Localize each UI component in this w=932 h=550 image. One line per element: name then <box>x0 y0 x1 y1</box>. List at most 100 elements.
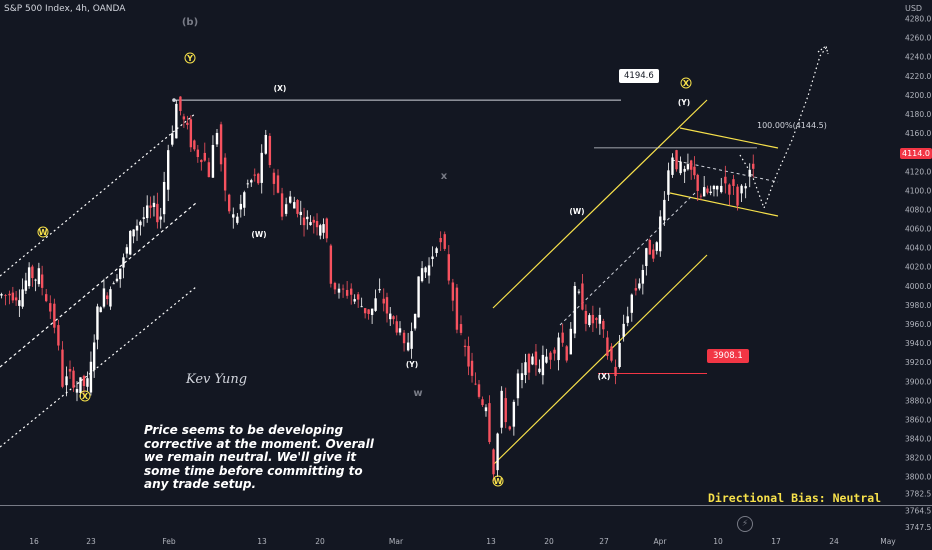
candle-body <box>0 294 3 296</box>
x-tick-label: 27 <box>599 537 609 546</box>
candle-body <box>75 389 79 393</box>
candle-body <box>253 174 256 176</box>
candle-body <box>89 361 93 393</box>
candle-body <box>11 292 15 301</box>
y-tick-label: 3860.0 <box>905 415 931 424</box>
candle-body <box>545 356 548 363</box>
candle-body <box>606 337 609 356</box>
wave-circle <box>37 226 49 238</box>
candle-body <box>257 173 260 184</box>
candle-body <box>53 303 56 328</box>
candle-body <box>228 194 231 212</box>
candle-body <box>250 180 253 183</box>
candle-body <box>99 307 102 313</box>
candle-body <box>319 225 322 236</box>
wave-circle <box>492 475 504 487</box>
channel-line <box>492 99 708 309</box>
candle-body <box>102 288 106 307</box>
channel-line <box>492 254 708 466</box>
candle-body <box>598 314 602 324</box>
currency-label: USD <box>905 4 923 13</box>
candle-body <box>659 216 662 252</box>
candle-body <box>484 407 488 412</box>
candle-body <box>641 269 645 284</box>
y-tick-label: 3940.0 <box>905 339 931 348</box>
wave-label: (X) <box>274 84 287 93</box>
x-tick-label: 10 <box>713 537 723 546</box>
candle-body <box>18 300 21 306</box>
lightning-icon[interactable]: ⚡ <box>737 516 753 532</box>
y-tick-label: 4020.0 <box>905 263 931 272</box>
wave-label: W <box>39 228 48 237</box>
candle-body <box>333 282 337 290</box>
candle-body <box>671 157 674 175</box>
candle-body <box>424 267 427 273</box>
candle-body <box>309 222 312 226</box>
candle-body <box>325 218 328 239</box>
candle-body <box>645 248 648 266</box>
candle-body <box>186 122 189 125</box>
candle-body <box>236 216 239 223</box>
candle-body <box>630 294 633 313</box>
candle-body <box>189 119 193 148</box>
candle-body <box>634 288 638 291</box>
candle-body <box>447 254 450 281</box>
candle-body <box>378 289 381 291</box>
low-callout: 3908.1 <box>707 349 749 363</box>
candle-body <box>243 192 246 208</box>
candle-body <box>276 175 280 193</box>
candle-body <box>341 288 345 290</box>
y-tick-label: 3920.0 <box>905 358 931 367</box>
candle-body <box>431 256 434 260</box>
candle-body <box>712 185 716 190</box>
candle-body <box>21 289 24 307</box>
candle-body <box>79 377 82 394</box>
candle-body <box>203 152 206 161</box>
candle-body <box>534 351 538 366</box>
candle-body <box>302 217 306 226</box>
wave-label: X <box>683 79 690 88</box>
candle-body <box>385 297 389 314</box>
y-tick-label: 4060.0 <box>905 225 931 234</box>
candle-body <box>167 150 170 190</box>
candle-body <box>504 398 507 423</box>
candle-body <box>512 401 516 427</box>
candle-body <box>500 390 503 428</box>
y-tick-label: 3960.0 <box>905 320 931 329</box>
candle-body <box>508 426 511 430</box>
y-tick-label: 3782.5 <box>905 489 931 498</box>
candle-body <box>142 217 145 219</box>
candle-body <box>474 383 477 385</box>
candle-body <box>595 318 598 320</box>
candle-body <box>196 149 200 158</box>
candle-body <box>395 321 398 333</box>
high-level-dot <box>172 98 176 102</box>
candle-body <box>280 193 284 217</box>
candle-body <box>268 135 272 165</box>
candle-body <box>389 313 392 320</box>
candle-body <box>683 168 686 172</box>
candle-body <box>467 345 470 367</box>
candle-body <box>4 295 7 296</box>
candle-body <box>496 433 499 471</box>
candle-body <box>492 449 495 475</box>
candle-body <box>34 279 37 281</box>
author-signature: Kev Yung <box>186 372 248 387</box>
candle-body <box>345 289 349 296</box>
x-tick-label: 20 <box>315 537 325 546</box>
candle-body <box>439 238 442 243</box>
candle-body <box>115 278 119 282</box>
candle-body <box>549 352 552 360</box>
candle-body <box>112 283 115 285</box>
wave-circle <box>184 52 196 64</box>
candle-body <box>329 245 333 284</box>
candle-body <box>232 214 235 218</box>
y-tick-label: 4200.0 <box>905 91 931 100</box>
candle-body <box>145 205 149 219</box>
candle-body <box>171 133 174 145</box>
candle-body <box>119 268 122 280</box>
candle-body <box>527 354 531 373</box>
candle-body <box>8 293 11 296</box>
wave-label: (Y) <box>678 98 690 107</box>
